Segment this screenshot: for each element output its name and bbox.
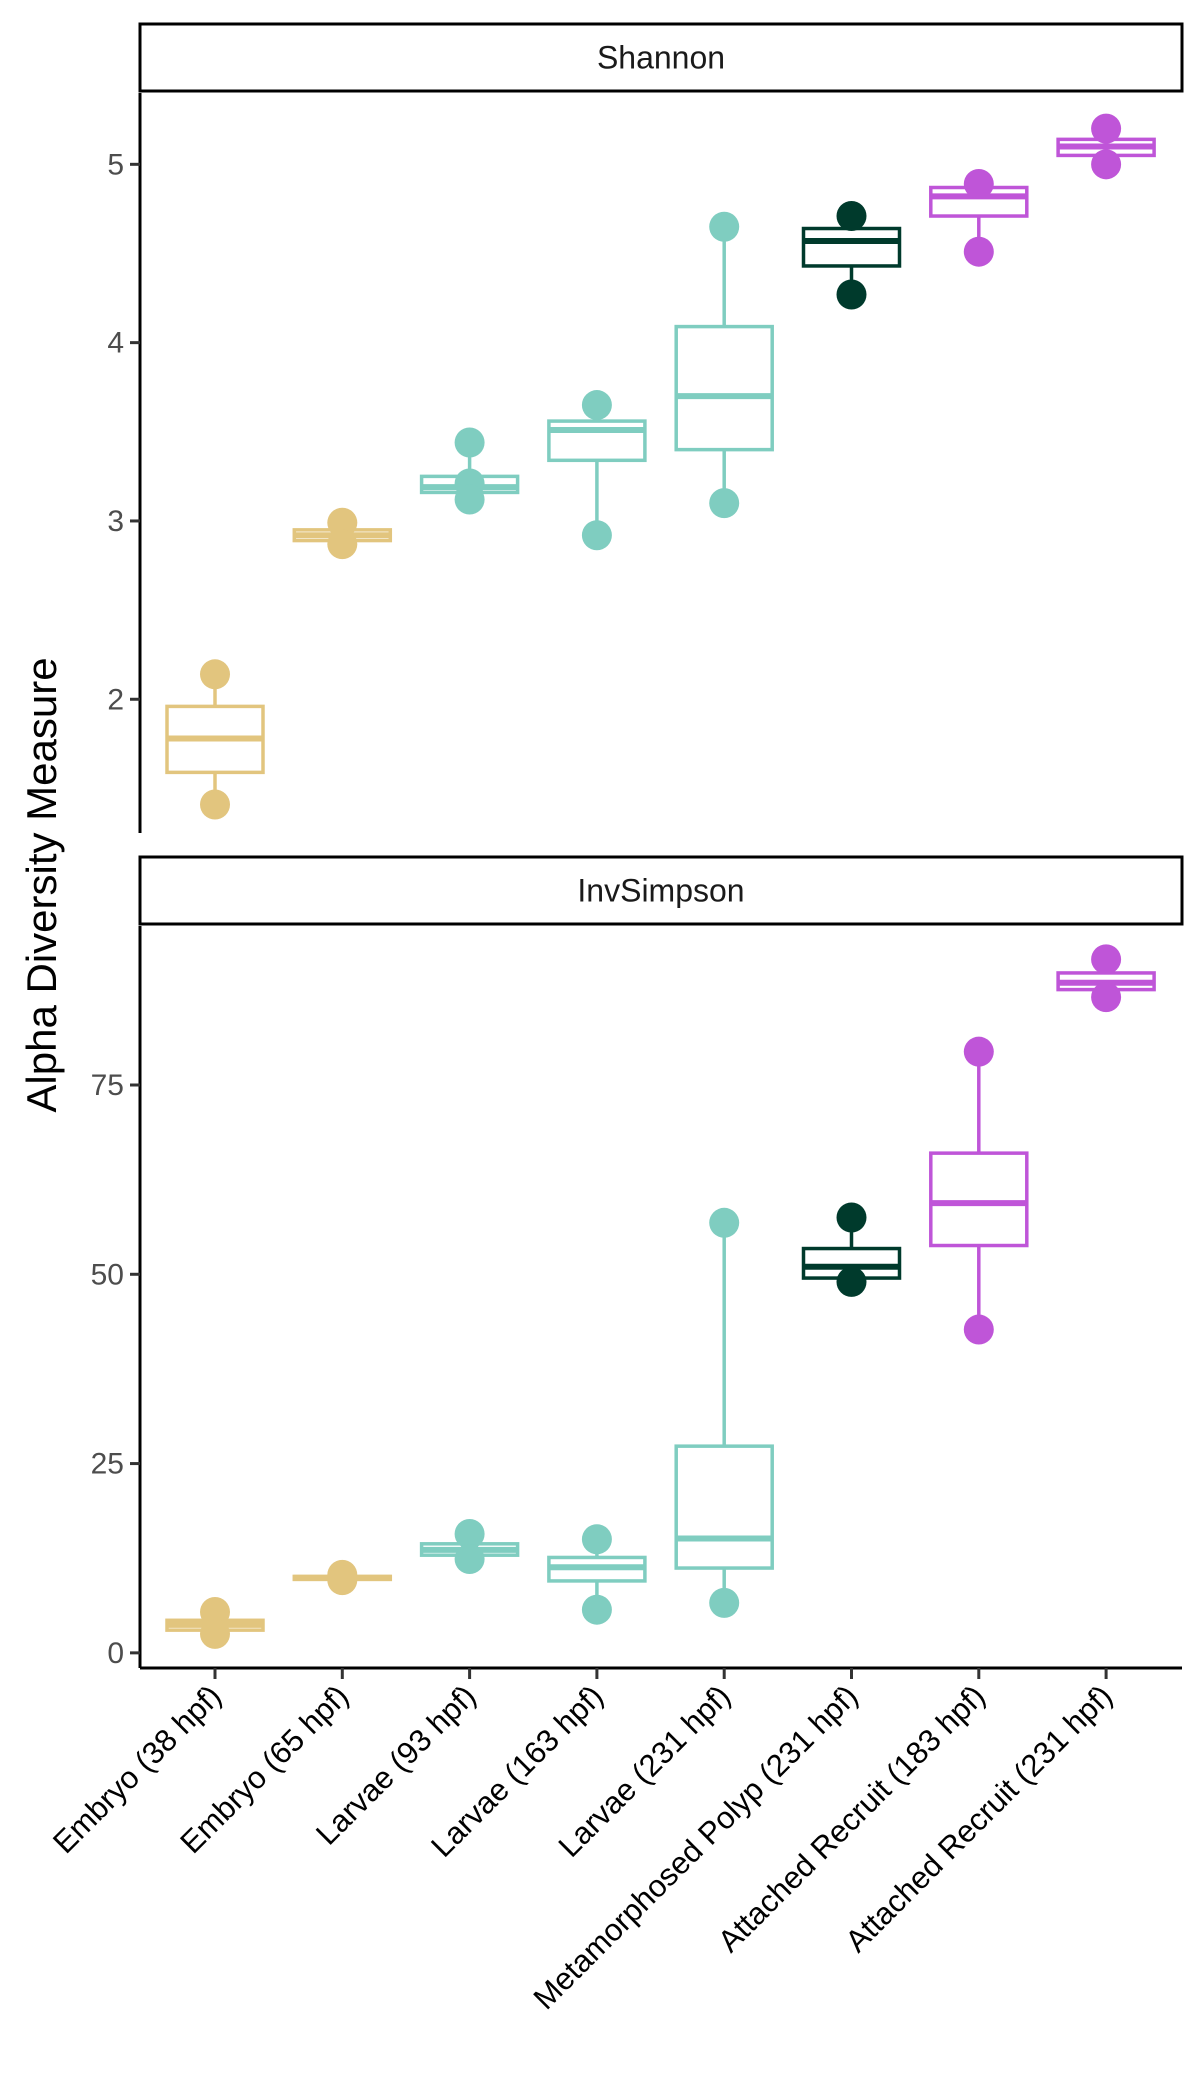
box-group	[419, 427, 520, 515]
box-group	[547, 390, 647, 551]
box-group	[165, 659, 265, 820]
data-point	[581, 1524, 612, 1555]
box-group	[292, 507, 393, 560]
box-group	[674, 211, 774, 519]
data-point	[200, 789, 230, 820]
y-tick-label: 4	[107, 327, 124, 360]
data-point	[454, 484, 485, 515]
box-group	[547, 1524, 647, 1625]
x-tick-label: Attached Recruit (231 hpf)	[838, 1678, 1119, 1959]
strip-title: InvSimpson	[577, 873, 744, 909]
x-tick-label: Attached Recruit (183 hpf)	[711, 1678, 992, 1959]
y-tick-label: 0	[107, 1637, 124, 1670]
box-iqr	[929, 1151, 1029, 1248]
data-point	[200, 659, 230, 690]
data-point	[200, 1596, 230, 1627]
y-tick-label: 25	[91, 1448, 124, 1481]
box-group	[1056, 944, 1156, 1013]
box-group	[419, 1518, 520, 1574]
data-point	[1091, 113, 1122, 144]
y-tick-label: 3	[107, 505, 124, 538]
data-point	[327, 529, 358, 560]
data-point	[836, 279, 867, 310]
data-point	[709, 488, 740, 519]
box-group	[801, 1202, 902, 1297]
data-point	[709, 1587, 740, 1618]
y-tick-label: 5	[107, 148, 124, 181]
data-point	[454, 1518, 485, 1549]
strip-box	[138, 855, 1184, 926]
box-group	[929, 1036, 1029, 1345]
strip-title: Shannon	[597, 40, 725, 76]
data-point	[836, 1266, 867, 1297]
box-group	[801, 201, 902, 310]
data-point	[581, 390, 612, 421]
data-point	[327, 1565, 358, 1596]
box-group	[165, 1596, 265, 1649]
panel-shannon: Shannon 2 3 4 5	[107, 22, 1184, 833]
data-point	[1091, 944, 1122, 975]
y-tick-label: 75	[91, 1069, 124, 1102]
y-axis-title: Alpha Diversity Measure	[18, 657, 65, 1112]
y-tick-label: 2	[107, 683, 124, 716]
data-point	[327, 507, 358, 538]
box-group	[292, 1559, 393, 1596]
strip-box	[138, 22, 1184, 93]
box-iqr	[801, 226, 902, 268]
x-axis: Embryo (38 hpf)Embryo (65 hpf)Larvae (93…	[46, 1666, 1182, 2016]
data-point	[454, 427, 485, 458]
data-point	[963, 168, 994, 199]
data-point	[963, 1036, 994, 1067]
data-point	[963, 236, 994, 267]
data-point	[836, 1202, 867, 1233]
box-group	[929, 168, 1029, 267]
box-iqr	[674, 324, 774, 452]
data-point	[581, 520, 612, 551]
data-point	[1091, 982, 1122, 1013]
facet-panels: Shannon 2 3 4 5 InvSimpson 0 25 50 75	[91, 22, 1184, 1670]
data-point	[709, 1207, 740, 1238]
box-iqr	[674, 1444, 774, 1570]
box-iqr	[547, 419, 647, 463]
box-group	[674, 1207, 774, 1618]
data-point	[963, 1314, 994, 1345]
data-point	[1091, 149, 1122, 180]
data-point	[200, 1618, 230, 1649]
panel-invsimpson: InvSimpson 0 25 50 75	[91, 855, 1184, 1670]
data-point	[581, 1594, 612, 1625]
data-point	[836, 201, 867, 232]
data-point	[454, 1543, 485, 1574]
data-point	[709, 211, 740, 242]
box-group	[1056, 113, 1156, 180]
y-tick-label: 50	[91, 1258, 124, 1291]
